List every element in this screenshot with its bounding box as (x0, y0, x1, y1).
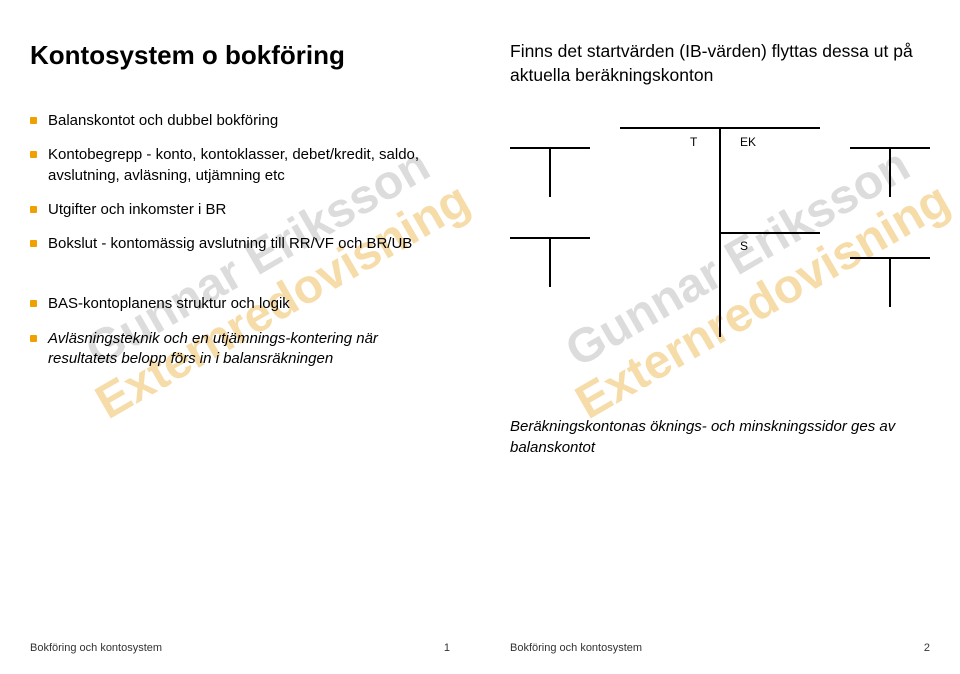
list-item: Avläsningsteknik och en utjämnings-konte… (30, 329, 450, 370)
t-account-small-left-1 (510, 147, 590, 197)
footer-right-slide: Bokföring och kontosystem 2 (510, 642, 930, 654)
t-label-S: S (740, 239, 748, 253)
t-account-small-left-2 (510, 237, 590, 287)
t-account-small-right-2 (850, 257, 930, 307)
bullet-text: Avläsningsteknik och en utjämnings-konte… (48, 330, 378, 367)
bullet-text: Bokslut - kontomässig avslutning till RR… (48, 235, 412, 252)
bullet-list-2: BAS-kontoplanens struktur och logik Avlä… (30, 294, 450, 369)
footer-text: Bokföring och kontosystem (510, 642, 642, 654)
t-account-center: T EK S (620, 127, 820, 337)
bullet-text: Balanskontot och dubbel bokföring (48, 112, 278, 129)
t-account-small-right-1 (850, 147, 930, 197)
list-item: Utgifter och inkomster i BR (30, 200, 450, 220)
bullet-text: BAS-kontoplanens struktur och logik (48, 295, 290, 312)
list-item: Kontobegrepp - konto, kontoklasser, debe… (30, 145, 450, 186)
bullet-list: Balanskontot och dubbel bokföring Kontob… (30, 111, 450, 254)
diagram-caption: Beräkningskontonas öknings- och minsknin… (510, 417, 930, 458)
footer-text: Bokföring och kontosystem (30, 642, 162, 654)
footer-page-number: 2 (924, 642, 930, 654)
footer-left-slide: Bokföring och kontosystem 1 (30, 642, 450, 654)
t-account-diagram: T EK S (510, 117, 930, 377)
slide-left: Gunnar Eriksson Externredovisning Kontos… (0, 0, 480, 674)
bullet-text: Kontobegrepp - konto, kontoklasser, debe… (48, 146, 419, 183)
page: Gunnar Eriksson Externredovisning Kontos… (0, 0, 960, 674)
footer-page-number: 1 (444, 642, 450, 654)
list-item: Balanskontot och dubbel bokföring (30, 111, 450, 131)
list-item: BAS-kontoplanens struktur och logik (30, 294, 450, 314)
t-label-EK: EK (740, 135, 756, 149)
right-heading: Finns det startvärden (IB-värden) flytta… (510, 40, 930, 87)
slide-right: Gunnar Eriksson Externredovisning Finns … (480, 0, 960, 674)
list-item: Bokslut - kontomässig avslutning till RR… (30, 234, 450, 254)
bullet-text: Utgifter och inkomster i BR (48, 201, 226, 218)
slide-title: Kontosystem o bokföring (30, 40, 450, 71)
t-label-T: T (690, 135, 697, 149)
